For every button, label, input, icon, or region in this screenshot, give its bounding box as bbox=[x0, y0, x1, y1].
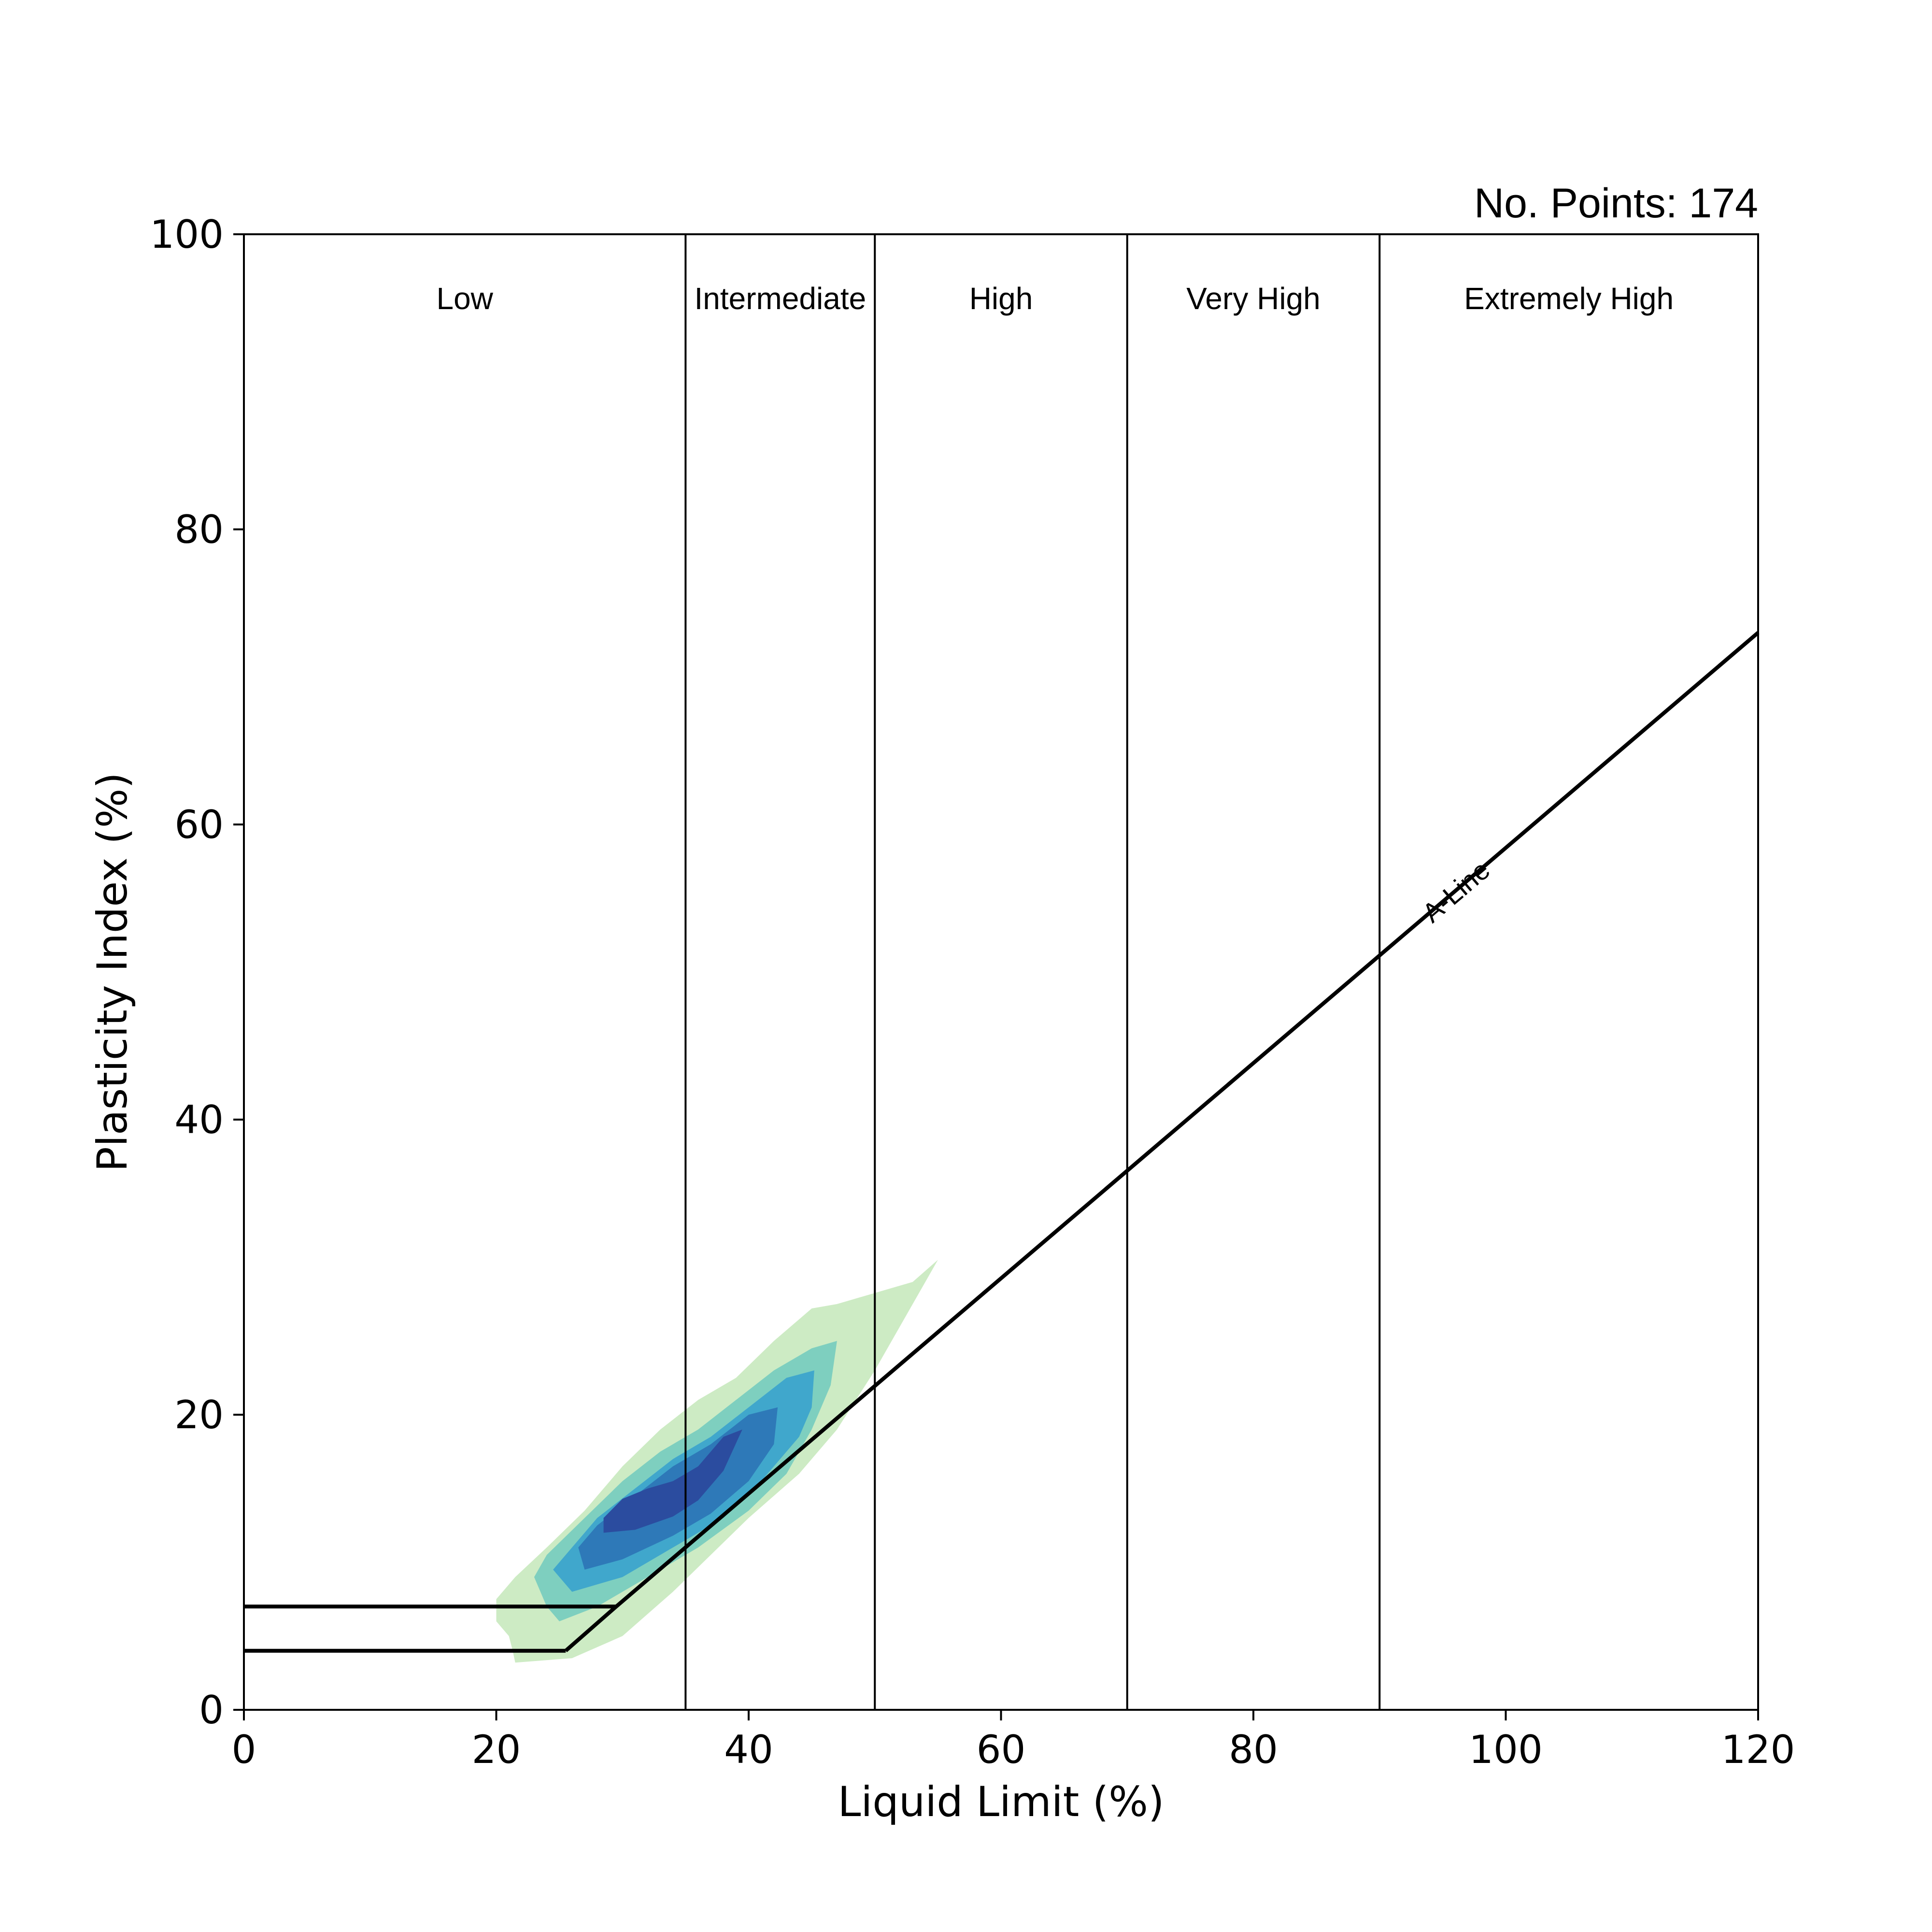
a-line-label: A-Line bbox=[1416, 854, 1495, 928]
x-tick-label: 80 bbox=[1229, 1727, 1278, 1772]
y-tick-label: 40 bbox=[174, 1097, 224, 1142]
density-contours bbox=[496, 1260, 938, 1663]
density-level-5 bbox=[603, 1429, 742, 1533]
x-axis-label: Liquid Limit (%) bbox=[838, 1778, 1164, 1826]
reference-lines bbox=[244, 631, 1760, 1653]
y-tick-label: 60 bbox=[174, 802, 224, 847]
zone-label: Low bbox=[436, 281, 493, 316]
x-tick-label: 120 bbox=[1721, 1727, 1795, 1772]
y-tick-label: 20 bbox=[174, 1392, 224, 1437]
y-axis-label: Plasticity Index (%) bbox=[88, 772, 137, 1172]
x-tick-label: 0 bbox=[232, 1727, 256, 1772]
plot-frame bbox=[243, 233, 1759, 1711]
zone-label: Very High bbox=[1186, 281, 1320, 316]
y-tick-label: 0 bbox=[199, 1688, 224, 1733]
zone-labels: Low Intermediate High Very High Extremely Hi… bbox=[436, 281, 1674, 316]
x-tick-label: 40 bbox=[724, 1727, 773, 1772]
zone-label: Extremely High bbox=[1464, 281, 1674, 316]
a-line bbox=[564, 631, 1760, 1652]
zone-label: Intermediate bbox=[694, 281, 866, 316]
y-tick-label: 80 bbox=[174, 507, 224, 552]
y-tick-label: 100 bbox=[150, 212, 224, 257]
axis-ticks: 0 20 40 60 80 100 120 0 20 40 60 80 100 bbox=[150, 212, 1795, 1772]
x-tick-label: 60 bbox=[977, 1727, 1026, 1772]
x-tick-label: 100 bbox=[1469, 1727, 1543, 1772]
zone-boundary-lines bbox=[684, 234, 1381, 1710]
point-count-label: No. Points: 174 bbox=[1474, 180, 1758, 227]
zone-label: High bbox=[969, 281, 1033, 316]
x-tick-label: 20 bbox=[472, 1727, 521, 1772]
